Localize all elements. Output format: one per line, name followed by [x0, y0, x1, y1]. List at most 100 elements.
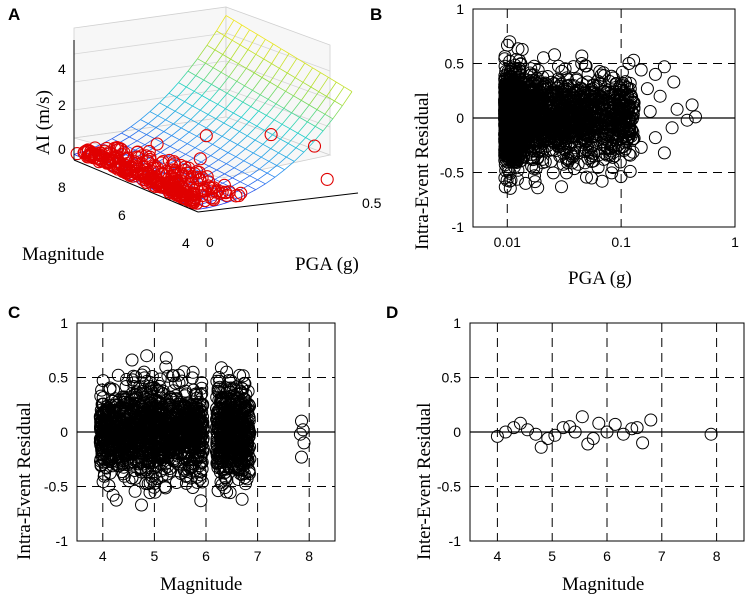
data-point	[578, 109, 592, 123]
data-point	[503, 166, 517, 180]
mesh-line	[230, 44, 241, 60]
data-point	[156, 445, 170, 459]
mesh-line	[308, 91, 320, 106]
mesh-line	[167, 106, 176, 112]
data-point	[98, 467, 111, 481]
mesh-line	[277, 86, 286, 92]
mesh-line	[186, 86, 195, 92]
x-tick-label: 0.01	[494, 234, 521, 250]
mesh-line	[184, 91, 195, 102]
mesh-line	[268, 160, 277, 166]
mesh-line	[169, 139, 180, 147]
data-point	[648, 131, 662, 145]
mesh-line	[257, 172, 268, 181]
mesh-line	[278, 152, 287, 158]
data-point	[163, 417, 177, 431]
mesh-line	[312, 67, 321, 73]
mesh-line	[233, 19, 243, 26]
mesh-line	[259, 81, 271, 96]
mesh-line	[273, 108, 285, 121]
mesh-line	[207, 114, 217, 120]
mesh-line	[242, 101, 251, 107]
data-point	[96, 374, 110, 388]
data-point	[610, 112, 624, 126]
mesh-line	[238, 63, 247, 69]
mesh-line	[121, 126, 132, 134]
mesh-line	[242, 90, 253, 103]
mesh-line	[222, 182, 231, 188]
mesh-line	[297, 121, 308, 134]
observation-marker	[193, 152, 207, 166]
observation-marker	[186, 176, 200, 190]
mesh-line	[206, 127, 215, 133]
mesh-line	[207, 104, 218, 115]
mesh-line	[233, 101, 244, 114]
data-point	[590, 117, 603, 131]
mesh-line	[148, 123, 157, 128]
data-point	[555, 180, 568, 194]
mesh-line	[197, 207, 208, 210]
data-point	[556, 111, 570, 125]
data-point	[614, 78, 628, 92]
mesh-line	[181, 119, 192, 129]
mesh-line	[248, 121, 258, 127]
mesh-line	[146, 127, 157, 135]
z-axis-label: AI (m/s)	[33, 90, 54, 155]
mesh-line	[138, 130, 147, 135]
observation-marker	[222, 185, 236, 199]
observation-marker	[88, 141, 102, 155]
mesh-line	[302, 67, 313, 83]
mesh-line	[202, 144, 213, 153]
mesh-line	[275, 91, 286, 105]
mesh-line	[200, 109, 209, 115]
mesh-line	[204, 131, 215, 141]
mesh-line	[332, 105, 343, 120]
mesh-line	[304, 62, 313, 69]
mesh-line	[251, 156, 262, 166]
data-point	[195, 475, 209, 489]
mesh-line	[201, 95, 210, 101]
data-point	[135, 368, 149, 382]
y-tick-label: 0	[456, 110, 464, 126]
data-point	[129, 370, 142, 384]
data-point	[550, 81, 564, 95]
mesh-line	[299, 104, 310, 118]
x-tick-label: 0.1	[611, 234, 631, 250]
data-point	[166, 434, 180, 448]
data-point	[622, 57, 636, 70]
observation-marker	[232, 189, 246, 203]
data-point	[603, 90, 617, 104]
mesh-line	[187, 70, 196, 76]
data-point	[627, 101, 641, 114]
mesh-line	[214, 35, 225, 51]
tick-labels: 0.01 0.1 1-1-0.500.51	[440, 1, 739, 250]
data-point	[597, 69, 611, 83]
mesh-line	[206, 44, 216, 51]
data-point	[195, 376, 209, 390]
mesh-line	[266, 115, 275, 121]
data-point	[109, 448, 122, 462]
data-point	[578, 156, 592, 170]
mesh-line	[281, 112, 293, 125]
data-point	[186, 432, 200, 446]
data-point	[180, 469, 194, 483]
mesh-line	[204, 139, 213, 145]
data-point	[186, 439, 199, 453]
mesh-line	[314, 113, 326, 127]
data-point	[601, 83, 615, 97]
pane-grid-line	[225, 60, 331, 100]
data-point	[531, 181, 545, 195]
data-point	[239, 477, 252, 491]
pga-tick-0: 0	[206, 234, 214, 250]
mesh-line	[255, 183, 266, 191]
mesh-line	[155, 127, 165, 132]
data-point	[188, 387, 202, 401]
mesh-line	[179, 131, 190, 141]
mesh-line	[193, 79, 205, 92]
data-point	[552, 123, 566, 137]
data-point	[634, 63, 648, 77]
data-point	[169, 446, 183, 460]
data-point	[531, 112, 544, 126]
mesh-line	[212, 54, 224, 68]
mesh-line	[318, 77, 329, 92]
